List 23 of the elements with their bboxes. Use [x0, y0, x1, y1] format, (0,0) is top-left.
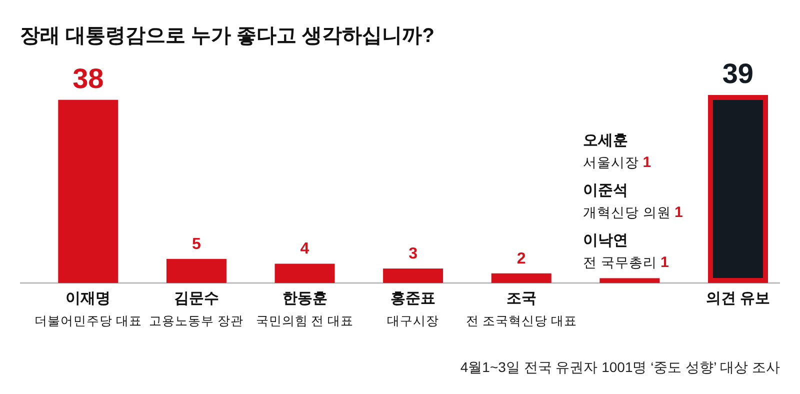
- x-tick-label: 의견 유보: [706, 290, 770, 307]
- bar: [600, 278, 660, 283]
- bar: [274, 264, 335, 283]
- data-label: 2: [516, 250, 526, 268]
- bar: [383, 268, 444, 283]
- x-tick-label: 한동훈 국민의힘 전 대표: [256, 290, 354, 328]
- data-label: 5: [192, 236, 201, 253]
- data-label: 39: [722, 58, 754, 89]
- text: 4월1~3일 전국 유권자 1001명 ‘중도 성향’ 대상 조사: [460, 359, 780, 375]
- data-label: 3: [408, 246, 418, 263]
- x-tick-label: 홍준표 대구시장: [387, 290, 440, 328]
- bar: [58, 100, 118, 283]
- annotation: 오세훈 서울시장 1: [583, 132, 652, 171]
- x-tick-label: 이재명 더불어민주당 대표: [34, 290, 142, 328]
- bar: [166, 258, 226, 283]
- data-label: 4: [300, 240, 310, 258]
- annotation: 이낙연 전 국무총리 1: [583, 232, 669, 271]
- x-tick-label: 조국 전 조국혁신당 대표: [466, 290, 577, 328]
- bar: [491, 273, 552, 283]
- x-tick-label: 김문수 고용노동부 장관: [149, 290, 244, 328]
- data-label: 38: [72, 62, 104, 94]
- chart-title: 장래 대통령감으로 누가 좋다고 생각하십니까?: [20, 25, 434, 47]
- annotation: 이준석 개혁신당 의원 1: [583, 182, 683, 221]
